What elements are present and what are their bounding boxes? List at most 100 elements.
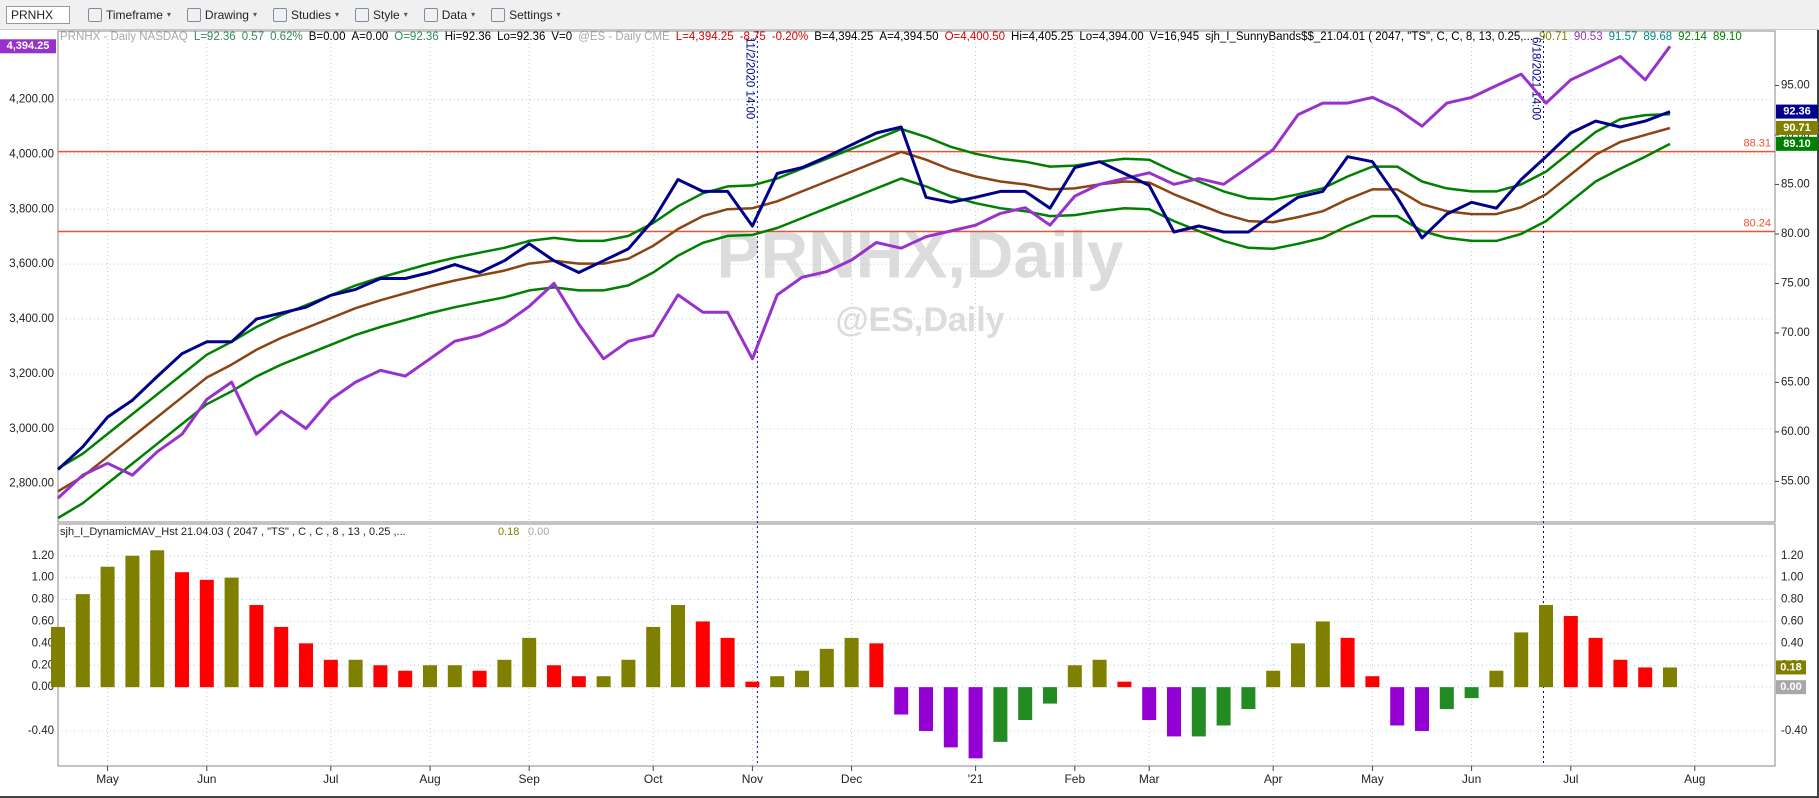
x-tick-label: Sep (519, 772, 541, 786)
hist-bar (175, 572, 189, 688)
hist-bar (348, 659, 363, 688)
header-item: L=4,394.25 (675, 31, 734, 43)
header-item: -0.20% (771, 31, 809, 43)
menu-label[interactable]: Data (441, 7, 468, 22)
toolbar-menu[interactable]: Data ▾ (423, 7, 476, 22)
hist-bar (522, 637, 537, 688)
hist-bar (671, 605, 685, 688)
header-item: Lo=92.36 (497, 31, 546, 43)
toolbar-menu[interactable]: Drawing ▾ (186, 7, 257, 22)
header-item: Lo=4,394.00 (1079, 31, 1144, 43)
hist-bar (993, 687, 1008, 742)
hist-bar (1191, 687, 1206, 737)
y-tick-label: 3,000.00 (9, 423, 54, 435)
hist-bar (323, 659, 338, 688)
hist-bar (1142, 687, 1157, 721)
toolbar-menu[interactable]: Style ▾ (355, 7, 408, 22)
hist-bar (795, 670, 809, 688)
menu-label[interactable]: Settings (509, 7, 553, 22)
hist-badge-label: 0.18 (1780, 661, 1801, 673)
y-tick-label: 3,600.00 (9, 258, 54, 270)
symbol-box[interactable]: PRNHX (6, 5, 70, 24)
watermark: PRNHX,Daily (716, 217, 1123, 291)
series-line (57, 142, 1671, 520)
hist-bar (1117, 681, 1132, 688)
level-label: 88.31 (1743, 138, 1771, 150)
toolbar-menu[interactable]: Settings ▾ (491, 7, 560, 22)
hist-title: sjh_I_DynamicMAV_Hst 21.04.03 ( 2047 , "… (60, 526, 406, 538)
hist-bar (274, 626, 289, 688)
y2-tick-label: 55.00 (1781, 475, 1810, 487)
menu-arrow: ▾ (471, 10, 476, 19)
y-tick-label-right: 0.40 (1781, 637, 1803, 649)
hist-bar (1340, 637, 1355, 688)
hist-badge-label: 0.00 (1780, 681, 1801, 693)
menu-label[interactable]: Style (373, 7, 400, 22)
header-item: O=92.36 (394, 31, 439, 43)
price-badge (1776, 136, 1818, 151)
hist-bar (819, 648, 834, 688)
toolbar-menu[interactable]: Timeframe ▾ (88, 7, 171, 22)
hist-bar (770, 676, 785, 688)
x-tick-label: '21 (968, 772, 984, 786)
hist-bar (1018, 687, 1033, 721)
header-item: A=4,394.50 (879, 31, 939, 43)
hist-bar (720, 637, 735, 688)
menu-label[interactable]: Drawing (204, 7, 249, 22)
toolbar-menu[interactable]: Studies ▾ (272, 7, 339, 22)
hist-bar (547, 665, 561, 688)
hist-badge (1776, 660, 1806, 675)
y-tick-label-right: -0.40 (1781, 725, 1807, 737)
hist-bar (1439, 687, 1454, 710)
hist-bar (373, 665, 388, 688)
x-tick-label: May (1361, 772, 1384, 786)
y-tick-label: 0.40 (32, 637, 54, 649)
price-pane (57, 30, 1776, 523)
hist-bar (1365, 676, 1380, 688)
hist-bar (51, 626, 65, 688)
header-item: L=92.36 (193, 31, 236, 43)
menu-label[interactable]: Timeframe (106, 7, 163, 22)
x-tick-label: Aug (1684, 772, 1705, 786)
menu-icon (355, 7, 369, 22)
y-tick-label: 0.00 (32, 681, 54, 693)
y-tick-label: 1.00 (32, 572, 54, 584)
menu-icon (491, 7, 506, 22)
hist-bar (299, 643, 313, 688)
x-tick-label: Jun (1462, 772, 1481, 786)
menu-label[interactable]: Studies (290, 7, 331, 22)
menu-icon (88, 7, 102, 22)
y-tick-label: 4,200.00 (9, 94, 54, 106)
header-item: A=0.00 (351, 31, 389, 43)
hist-bar (1514, 632, 1529, 688)
hist-bar (1216, 687, 1231, 726)
series-line (56, 110, 1671, 471)
y-tick-label: 0.60 (32, 615, 54, 627)
hist-bar (447, 665, 462, 688)
hist-bar (1415, 687, 1429, 731)
y-tick-label: 3,200.00 (9, 368, 54, 380)
y-tick-label: 3,800.00 (9, 203, 54, 215)
menu-arrow: ▾ (403, 10, 408, 19)
y-tick-label-right: 1.00 (1781, 572, 1803, 584)
watermark: @ES,Daily (835, 301, 1004, 339)
header-item: -8.75 (739, 31, 766, 43)
x-tick-label: Nov (742, 772, 763, 786)
price-badge (1776, 120, 1818, 135)
hist-bar (150, 550, 165, 688)
hist-bar (844, 637, 859, 688)
x-tick-label: May (96, 772, 119, 786)
y2-tick-label: 95.00 (1781, 79, 1810, 91)
price-badge (1776, 104, 1818, 119)
hist-bar (224, 577, 239, 688)
hist-bar (1638, 667, 1653, 688)
y-tick-label-right: 0.80 (1781, 594, 1803, 606)
y-tick-label: -0.40 (28, 725, 54, 737)
header-item: 90.71 (1539, 31, 1568, 43)
y2-tick-label: 85.00 (1781, 178, 1810, 190)
hist-bar (1315, 621, 1330, 688)
header-item: B=4,394.25 (814, 31, 874, 43)
hist-bar (1613, 659, 1628, 688)
hist-bar (1092, 659, 1107, 688)
hist-bar (1539, 605, 1553, 688)
